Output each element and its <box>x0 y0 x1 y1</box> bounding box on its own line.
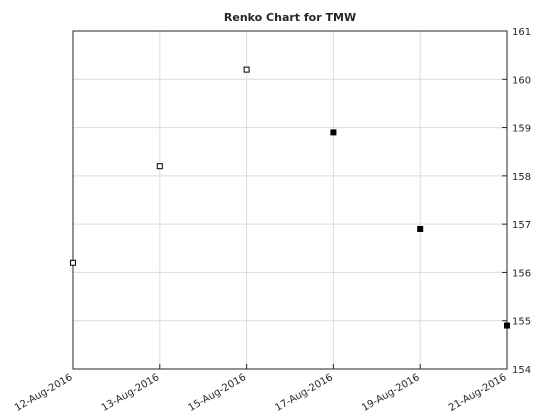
y-tick-label: 156 <box>512 268 531 279</box>
y-tick-label: 158 <box>512 172 531 183</box>
y-tick-label: 161 <box>512 27 531 38</box>
plot-frame <box>72 30 508 370</box>
y-tick-label: 157 <box>512 220 531 231</box>
y-tick-label: 154 <box>512 365 531 376</box>
marker <box>70 259 76 266</box>
marker <box>243 66 250 73</box>
marker <box>156 163 163 170</box>
y-tick-label: 159 <box>512 124 531 135</box>
y-tick-label: 160 <box>512 75 531 86</box>
chart-title: Renko Chart for TMW <box>224 11 356 24</box>
y-tick-label: 155 <box>512 317 531 328</box>
marker <box>417 225 424 232</box>
marker <box>504 322 510 329</box>
marker <box>330 129 337 136</box>
